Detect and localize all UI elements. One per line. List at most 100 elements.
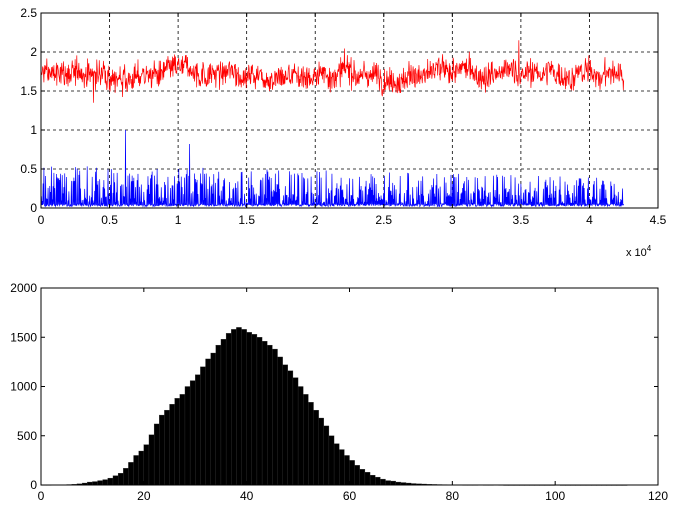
y-tick-label: 1.5 [20, 84, 37, 98]
histogram-bar [323, 425, 330, 486]
histogram-bar [164, 409, 170, 486]
histogram-bar [205, 358, 211, 486]
histogram-bar [287, 370, 294, 486]
histogram-bar [184, 386, 191, 486]
x-tick-label: 1.5 [238, 213, 255, 227]
histogram-bar [292, 377, 299, 486]
histogram-bar [261, 341, 268, 486]
x-tick-label: 2.5 [375, 213, 392, 227]
x-exponent-power: 4 [647, 244, 652, 253]
x-tick-label: 4.5 [650, 213, 667, 227]
histogram-bar [303, 394, 309, 486]
histogram-bar [297, 386, 304, 486]
histogram-bar [153, 423, 160, 486]
histogram-bar [231, 329, 237, 486]
histogram-bar [174, 398, 180, 486]
x-tick-label: 0.5 [101, 213, 118, 227]
x-tick-label: 100 [545, 489, 565, 503]
histogram-bar [328, 435, 335, 486]
x-exponent-base: x 10 [626, 247, 647, 259]
y-tick-label: 1 [30, 123, 37, 137]
x-tick-label: 80 [446, 489, 460, 503]
histogram-bar [112, 475, 119, 486]
histogram-bar [133, 455, 139, 486]
x-tick-label: 2 [312, 213, 319, 227]
x-tick-label: 3.5 [513, 213, 530, 227]
histogram-bar [128, 462, 134, 486]
histogram-bar [333, 443, 340, 486]
timeseries-grid [41, 13, 658, 208]
y-tick-label: 500 [17, 429, 37, 443]
y-tick-label: 0.5 [20, 162, 37, 176]
histogram-bar [359, 469, 366, 486]
histogram-bar [344, 455, 350, 486]
histogram-bars [40, 327, 628, 486]
histogram-bar [159, 414, 165, 486]
histogram-bar [138, 450, 144, 486]
histogram-bar [92, 481, 98, 486]
histogram-bar [385, 480, 391, 486]
histogram-bar [313, 409, 319, 486]
x-tick-label: 60 [343, 489, 357, 503]
x-tick-label: 0 [38, 489, 45, 503]
timeseries-axes: 0 0.5 1 1.5 2 2.5 3 3.5 4 4.5 00.511.522.5 x 104 [20, 6, 666, 259]
y-tick-label: 2.5 [20, 6, 37, 20]
y-tick-label: 1000 [10, 380, 37, 394]
x-tick-label: 3 [449, 213, 456, 227]
histogram-bar [241, 329, 247, 486]
histogram-bar [349, 460, 355, 486]
histogram-bar [220, 339, 227, 486]
x-tick-label: 120 [648, 489, 668, 503]
histogram-bar [318, 417, 324, 486]
y-tick-label: 0 [30, 201, 37, 215]
histogram-y-ticks: 0 500 1000 1500 2000 [10, 281, 658, 492]
y-tick-label: 1500 [10, 330, 37, 344]
x-tick-label: 4 [586, 213, 593, 227]
histogram-bar [272, 348, 278, 486]
histogram-bar [339, 449, 345, 486]
histogram-bar [169, 404, 175, 486]
histogram-bar [380, 478, 386, 486]
histogram-bar [267, 344, 273, 486]
histogram-bar [308, 402, 314, 486]
histogram-bar [200, 366, 206, 486]
histogram-bar [282, 364, 288, 486]
histogram-bar [123, 468, 129, 486]
histogram-bar [102, 479, 108, 486]
timeseries-series-group [40, 40, 625, 208]
y-tick-label: 0 [30, 478, 37, 492]
histogram-bar [236, 327, 242, 486]
histogram-bar [246, 332, 252, 486]
histogram-bar [390, 480, 396, 486]
histogram-bar [277, 356, 283, 486]
histogram-bar [215, 344, 222, 486]
x-tick-label: 0 [38, 213, 45, 227]
histogram-bar [117, 473, 124, 486]
histogram-bar [364, 472, 371, 486]
timeseries-x-ticks: 0 0.5 1 1.5 2 2.5 3 3.5 4 4.5 [38, 13, 667, 227]
x-exponent-label: x 104 [626, 244, 652, 259]
x-tick-label: 20 [137, 489, 151, 503]
histogram-bar [107, 477, 114, 486]
timeseries-y-ticks: 0 0.5 1 1.5 2 2.5 [20, 6, 658, 215]
histogram-x-ticks: 0 20 40 60 80 100 120 [38, 288, 668, 503]
x-tick-label: 40 [240, 489, 254, 503]
histogram-bar [375, 476, 381, 486]
histogram-bar [143, 444, 150, 486]
timeseries-frame [40, 12, 659, 209]
histogram-axes: 0 20 40 60 80 100 120 0 500 1000 1500 2000 [10, 281, 668, 503]
histogram-bar [148, 434, 155, 486]
y-tick-label: 2000 [10, 281, 37, 295]
x-tick-label: 1 [175, 213, 182, 227]
histogram-bar [179, 394, 186, 486]
histogram-bar [369, 474, 376, 486]
histogram-bar [195, 374, 201, 486]
histogram-bar [210, 352, 216, 486]
histogram-bar [97, 480, 103, 486]
series-line-red [40, 40, 625, 103]
histogram-bar [225, 333, 232, 486]
series-line-blue [40, 129, 625, 208]
histogram-bar [251, 334, 258, 486]
histogram-bar [189, 380, 196, 486]
